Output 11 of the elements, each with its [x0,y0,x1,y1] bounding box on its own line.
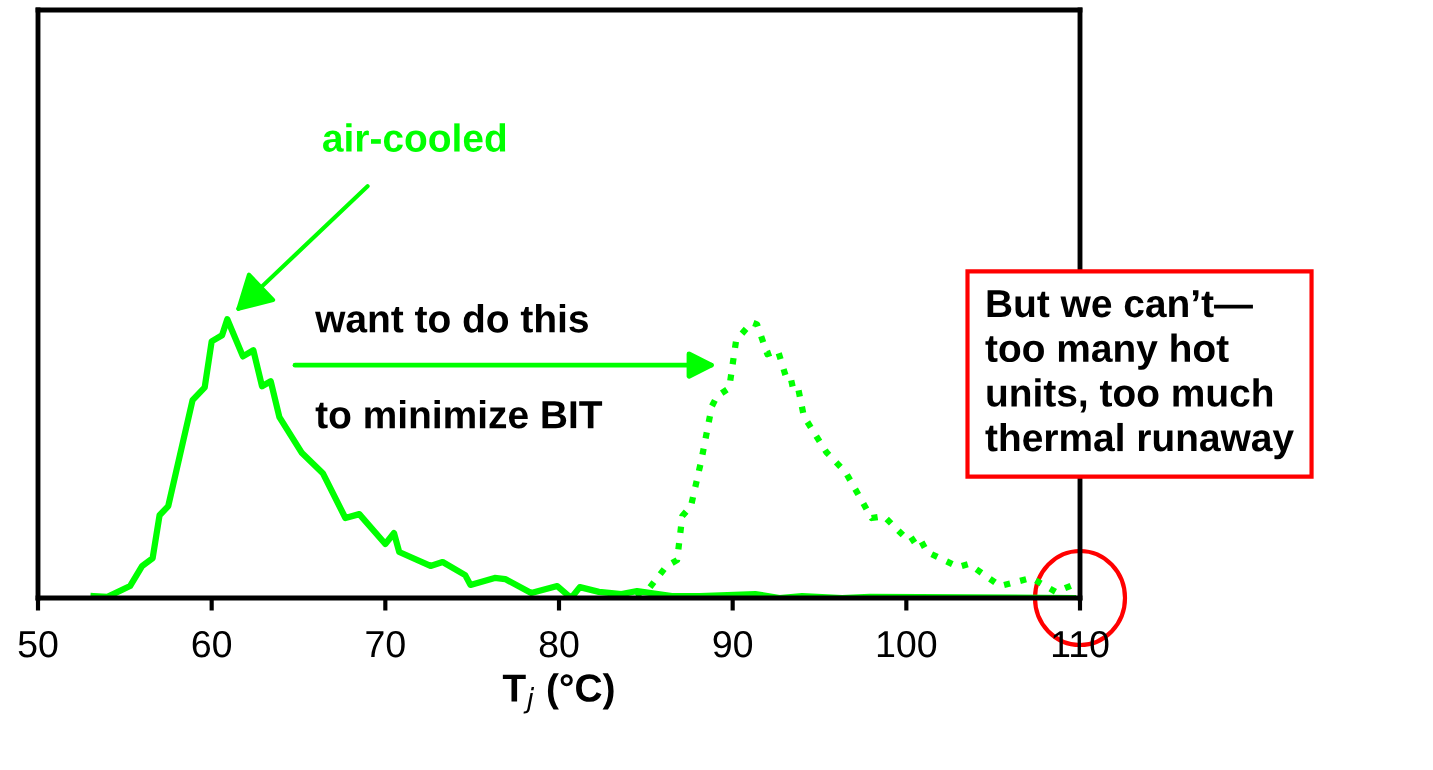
text: air-cooled [323,123,506,152]
x-tick-label: 80 [539,630,579,658]
x-tick-label: 60 [192,630,232,658]
annotation: But we can’t— too many hot units, too much thermal runaway [985,290,1294,460]
x-tick-label: 100 [877,630,937,658]
x-tick-label: 50 [18,630,58,658]
x-axis-title: T$_{j}$ (°C) [502,673,614,714]
annotation: want to do this [315,304,588,333]
x-tick-label: 70 [366,630,405,658]
annotation: to minimize BIT [315,399,603,429]
x-tick-label: 90 [713,630,753,658]
